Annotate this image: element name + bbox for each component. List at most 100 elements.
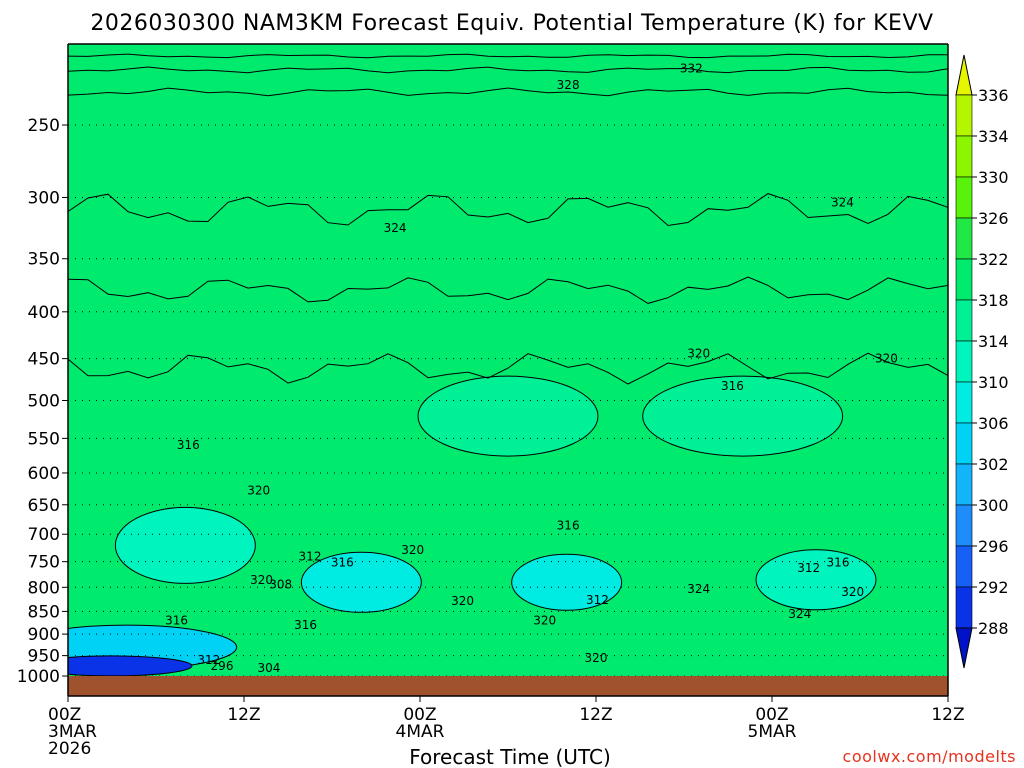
colorbar-label: 296	[978, 537, 1009, 556]
y-tick-label: 300	[28, 188, 60, 208]
contour-line	[68, 66, 948, 74]
contour-lines	[68, 53, 948, 385]
y-tick-label: 950	[28, 647, 60, 667]
colorbar-segment	[955, 217, 973, 260]
contour-label: 320	[250, 573, 273, 587]
contour-label: 332	[680, 62, 703, 76]
y-tick-label: 800	[28, 578, 60, 598]
contour-label: 320	[875, 352, 898, 366]
contour-label: 320	[401, 543, 424, 557]
credit-text: coolwx.com/modelts	[843, 747, 1016, 766]
contour-label: 312	[797, 561, 820, 575]
colorbar-segment	[955, 299, 973, 342]
contour-label: 316	[331, 556, 354, 570]
theta-pocket	[511, 553, 623, 611]
y-tick-label: 700	[28, 525, 60, 545]
colorbar-label: 310	[978, 373, 1009, 392]
contour-label: 316	[557, 519, 580, 533]
contour-label: 312	[586, 593, 609, 607]
colorbar: 288 292 296 300 302 306 310 314 318 322 326 330 334 3…	[955, 54, 1009, 669]
y-axis-ticks: 250 300 350 400 450 500 550 600 650 700 750 800 850 9…	[17, 116, 68, 687]
contour-label: 312	[299, 549, 322, 563]
contour-label: 320	[585, 651, 608, 665]
y-tick-label: 350	[28, 250, 60, 270]
colorbar-segment	[955, 258, 973, 301]
colorbar-segment	[955, 176, 973, 219]
x-tick-label: 5MAR	[748, 722, 797, 742]
theta-pocket	[642, 375, 844, 457]
contour-label: 320	[451, 594, 474, 608]
colorbar-label: 330	[978, 168, 1009, 187]
colorbar-segment	[955, 545, 973, 588]
x-tick-label: 00Z	[755, 705, 788, 725]
y-tick-label: 1000	[17, 667, 60, 687]
colorbar-label: 314	[978, 332, 1009, 351]
colorbar-label: 300	[978, 496, 1009, 515]
colorbar-segment	[955, 340, 973, 383]
y-tick-label: 250	[28, 116, 60, 136]
colorbar-segment	[955, 422, 973, 465]
contour-label: 312	[197, 653, 220, 667]
x-tick-label: 2026	[48, 739, 91, 759]
x-tick-label: 4MAR	[396, 722, 445, 742]
color-bands	[68, 44, 948, 384]
contour-label: 328	[557, 78, 580, 92]
contour-label: 316	[294, 618, 317, 632]
theta-pocket	[114, 506, 256, 584]
x-tick-label: 3MAR	[48, 722, 97, 742]
colorbar-label: 336	[978, 86, 1009, 105]
x-tick-label: 12Z	[227, 705, 260, 725]
theta-pocket	[755, 549, 877, 611]
contour-line	[68, 193, 948, 227]
colorbar-segment	[955, 504, 973, 547]
x-axis-label: Forecast Time (UTC)	[409, 745, 611, 768]
colorbar-segment	[955, 135, 973, 178]
contour-label: 304	[257, 661, 280, 675]
colorbar-segment	[955, 463, 973, 506]
y-tick-label: 550	[28, 429, 60, 449]
theta-band	[68, 44, 948, 384]
colorbar-label: 292	[978, 578, 1009, 597]
y-tick-label: 750	[28, 553, 60, 573]
contour-label: 324	[788, 607, 811, 621]
contour-label: 316	[177, 438, 200, 452]
colorbar-segment	[955, 94, 973, 137]
contour-line	[68, 53, 948, 59]
low-theta-regions	[68, 375, 877, 676]
contour-label: 316	[827, 556, 850, 570]
contour-label: 320	[687, 346, 710, 360]
colorbar-label: 288	[978, 619, 1009, 638]
y-tick-label: 450	[28, 350, 60, 370]
colorbar-top-arrow	[955, 54, 973, 96]
contour-line	[68, 276, 948, 304]
contour-label: 308	[269, 577, 292, 591]
contour-label: 296	[211, 659, 234, 673]
theta-pocket	[300, 551, 422, 613]
colorbar-segment	[955, 586, 973, 629]
x-tick-label: 12Z	[931, 705, 964, 725]
theta-pocket	[417, 375, 599, 457]
colorbar-label: 322	[978, 250, 1009, 269]
colorbar-label: 318	[978, 291, 1009, 310]
contour-label: 316	[165, 614, 188, 628]
y-tick-label: 650	[28, 496, 60, 516]
chart-title: 2026030300 NAM3KM Forecast Equiv. Potent…	[90, 11, 933, 36]
y-tick-label: 900	[28, 625, 60, 645]
contour-label: 316	[721, 379, 744, 393]
x-tick-label: 00Z	[48, 705, 81, 725]
colorbar-segment	[955, 381, 973, 424]
contour-label: 324	[831, 196, 854, 210]
x-tick-label: 12Z	[579, 705, 612, 725]
colorbar-label: 306	[978, 414, 1009, 433]
colorbar-bottom-arrow	[955, 627, 973, 669]
ground-surface	[68, 676, 948, 696]
theta-pocket	[68, 655, 193, 676]
contour-label: 320	[841, 585, 864, 599]
contour-line	[68, 352, 948, 385]
y-tick-label: 600	[28, 464, 60, 484]
y-tick-label: 500	[28, 392, 60, 412]
